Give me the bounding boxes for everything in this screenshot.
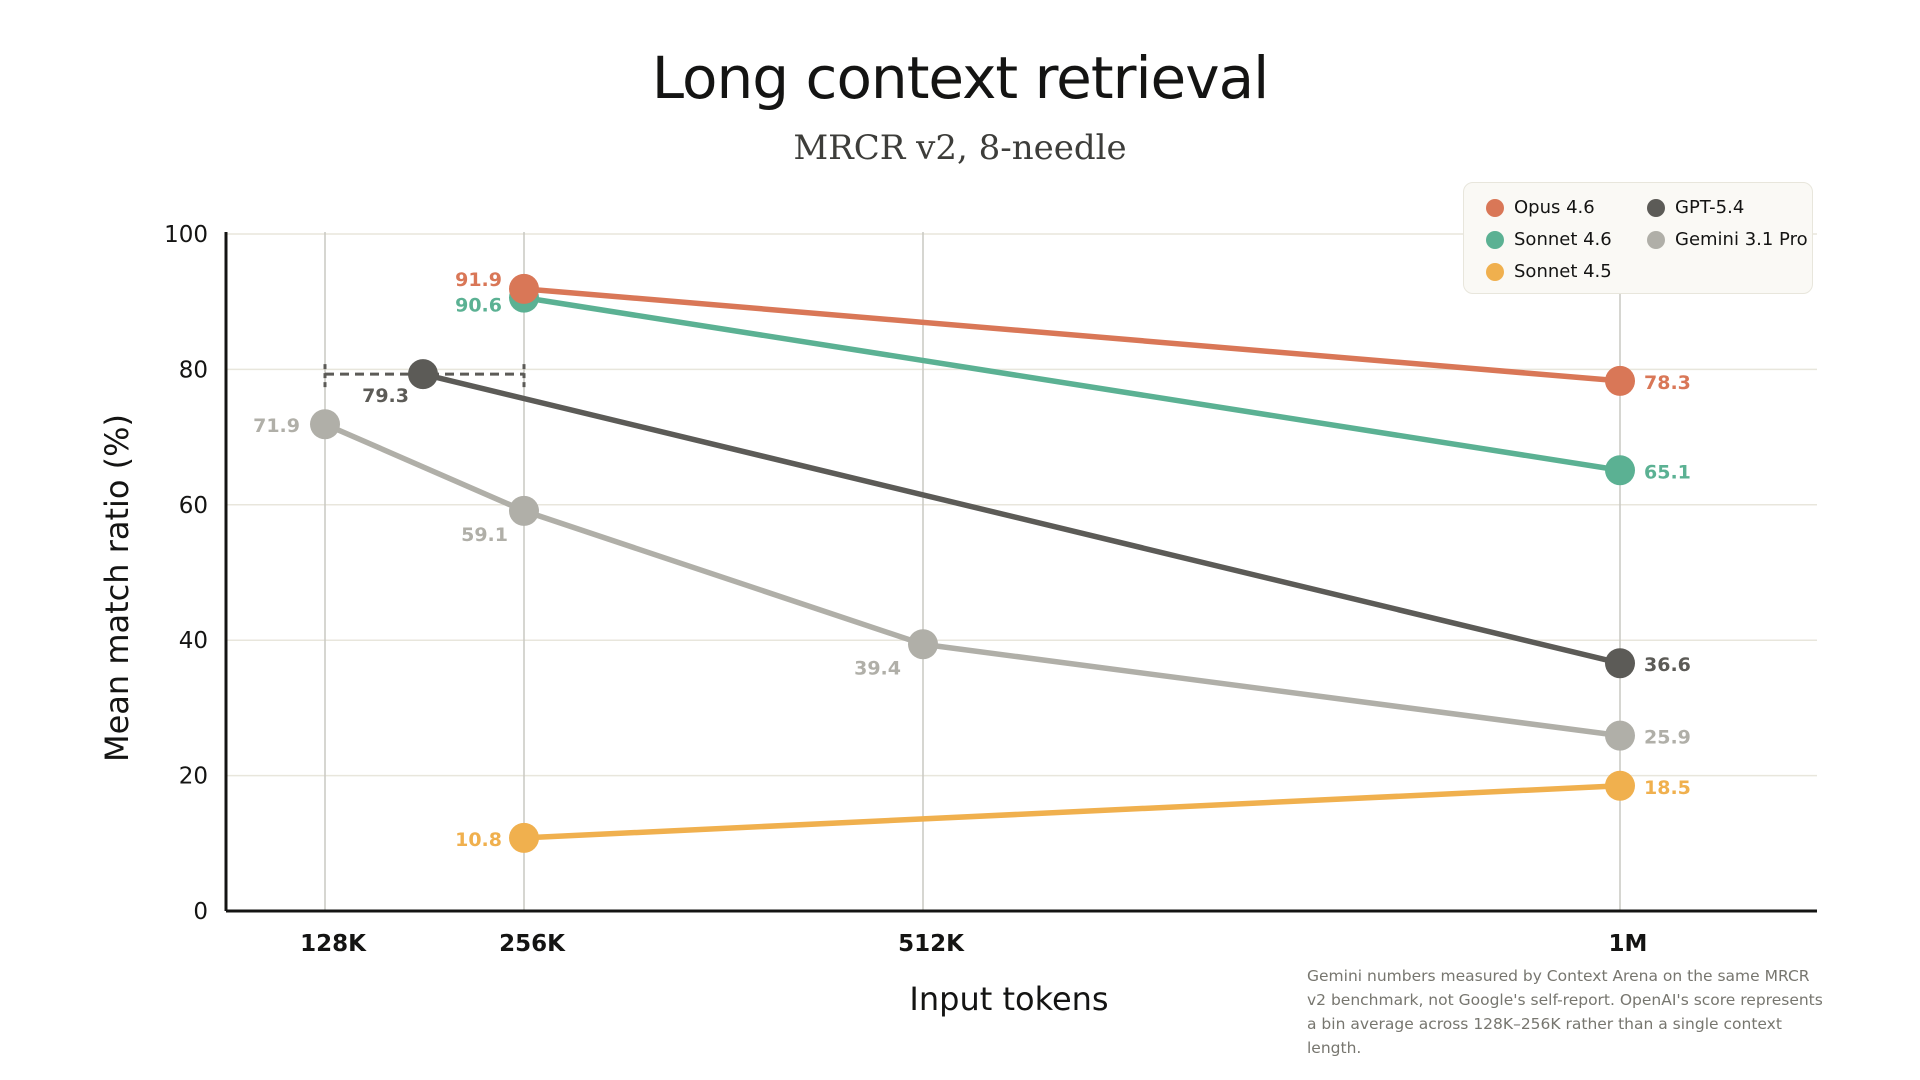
legend-swatch (1647, 198, 1665, 217)
data-label-sonnet-4-6: 90.6 (455, 295, 502, 317)
data-label-sonnet-4-5: 18.5 (1644, 777, 1691, 799)
series-line-sonnet-4-6 (523, 294, 1621, 473)
footnote: Gemini numbers measured by Context Arena… (1307, 967, 1823, 1057)
series-line-opus-4-6 (523, 286, 1621, 384)
data-point-sonnet-4-5 (1605, 770, 1635, 801)
data-label-gemini-3-1-pro: 59.1 (461, 524, 508, 546)
data-point-gpt-5-4 (1605, 648, 1635, 679)
y-tick-label: 80 (179, 357, 208, 383)
legend-item-sonnet-4-5: Sonnet 4.5 (1486, 261, 1612, 282)
x-tick-label: 256K (499, 931, 566, 957)
series-line-gemini-3-1-pro (323, 421, 1621, 739)
x-tick-label: 1M (1609, 931, 1648, 957)
legend-swatch (1647, 230, 1665, 249)
series-line-gpt-5-4 (422, 371, 1621, 666)
chart-subtitle: MRCR v2, 8-needle (793, 128, 1127, 168)
y-tick-label: 60 (179, 493, 208, 519)
data-point-gemini-3-1-pro (908, 629, 938, 660)
y-tick-label: 0 (193, 899, 208, 925)
data-label-gemini-3-1-pro: 25.9 (1644, 727, 1691, 749)
data-point-sonnet-4-6 (1605, 455, 1635, 486)
legend-swatch (1486, 230, 1504, 249)
y-axis-label: Mean match ratio (%) (98, 413, 136, 763)
legend-label: Gemini 3.1 Pro (1675, 229, 1808, 250)
data-label-gpt-5-4: 36.6 (1644, 654, 1691, 676)
legend: Opus 4.6 Sonnet 4.6 Sonnet 4.5 GPT-5.4 Gemin… (1463, 182, 1813, 294)
data-label-gemini-3-1-pro: 39.4 (854, 657, 901, 679)
chart-title: Long context retrieval (651, 44, 1269, 112)
data-label-gpt-5-4: 79.3 (362, 385, 409, 407)
x-tick-label: 128K (300, 931, 367, 957)
series-line-sonnet-4-5 (523, 783, 1621, 841)
y-tick-label: 40 (179, 628, 208, 654)
data-label-opus-4-6: 78.3 (1644, 372, 1691, 394)
y-tick-label: 20 (179, 764, 208, 790)
legend-item-gemini-3-1-pro: Gemini 3.1 Pro (1647, 229, 1808, 250)
data-point-opus-4-6 (1605, 365, 1635, 396)
x-axis-label: Input tokens (909, 980, 1109, 1018)
data-label-opus-4-6: 91.9 (455, 269, 502, 291)
legend-swatch (1486, 262, 1504, 281)
legend-label: GPT-5.4 (1675, 197, 1745, 218)
legend-item-opus-4-6: Opus 4.6 (1486, 197, 1595, 218)
data-point-sonnet-4-5 (509, 822, 539, 853)
data-point-gpt-5-4 (408, 359, 438, 390)
data-point-gemini-3-1-pro (310, 409, 340, 440)
legend-swatch (1486, 198, 1504, 217)
data-point-gemini-3-1-pro (1605, 720, 1635, 751)
data-label-sonnet-4-6: 65.1 (1644, 461, 1691, 483)
legend-label: Sonnet 4.5 (1514, 261, 1612, 282)
x-tick-label: 512K (898, 931, 965, 957)
data-label-gemini-3-1-pro: 71.9 (253, 415, 300, 437)
data-label-sonnet-4-5: 10.8 (455, 829, 502, 851)
legend-item-sonnet-4-6: Sonnet 4.6 (1486, 229, 1612, 250)
legend-label: Sonnet 4.6 (1514, 229, 1612, 250)
legend-label: Opus 4.6 (1514, 197, 1595, 218)
y-tick-label: 100 (164, 222, 208, 248)
legend-item-gpt-5-4: GPT-5.4 (1647, 197, 1744, 218)
data-point-gemini-3-1-pro (509, 495, 539, 526)
data-point-opus-4-6 (509, 273, 539, 304)
